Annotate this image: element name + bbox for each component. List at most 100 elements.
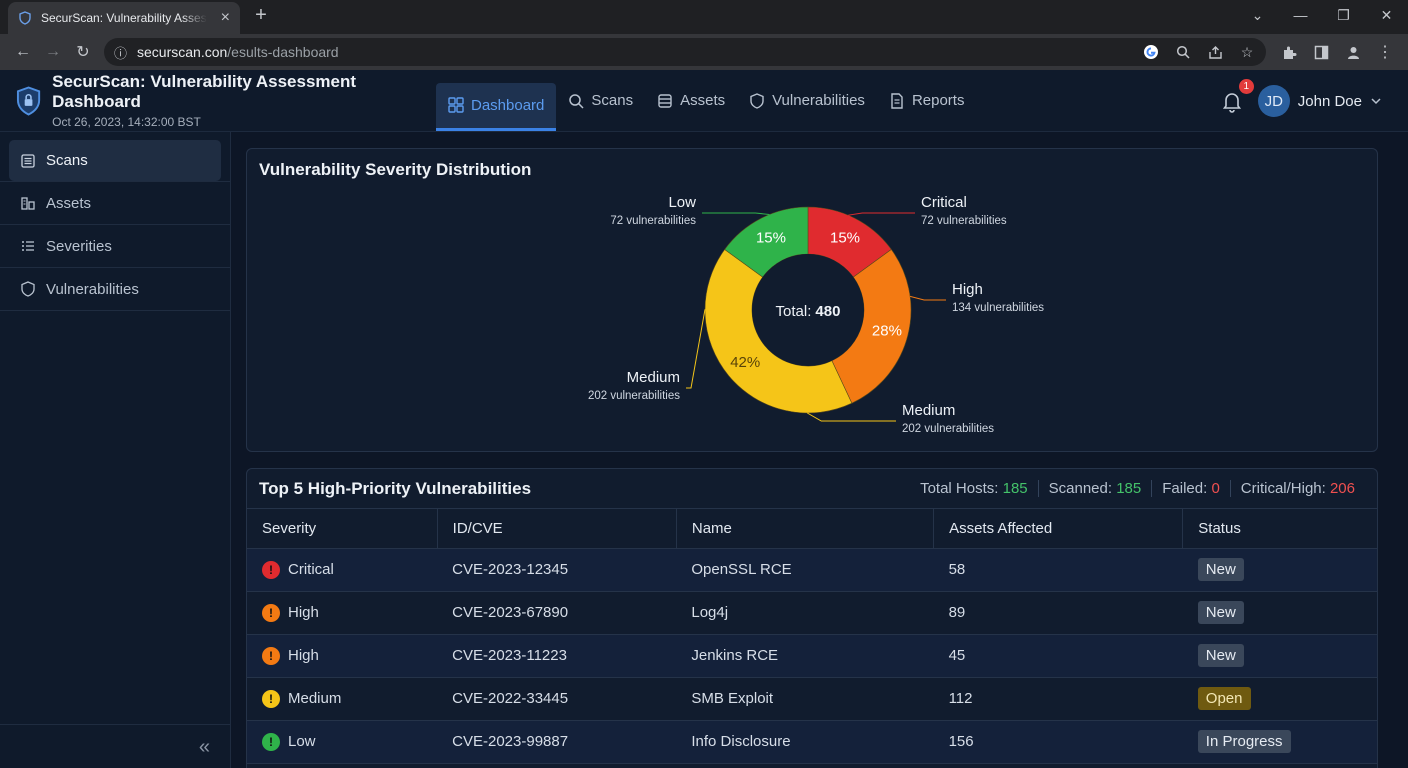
back-icon[interactable]: ← bbox=[15, 43, 31, 60]
stat-value: 185 bbox=[1002, 480, 1028, 497]
severity-label: High bbox=[288, 604, 319, 621]
status-cell: New bbox=[1182, 548, 1377, 592]
stat-value: 206 bbox=[1329, 480, 1355, 497]
window-close-icon[interactable]: ✕ bbox=[1380, 6, 1393, 23]
browser-tab[interactable]: SecurScan: Vulnerability Assessment Dash… bbox=[8, 2, 240, 34]
table-row[interactable]: ! Medium CVE-2022-33445 SMB Exploit 112 Open bbox=[247, 677, 1377, 721]
callout-count: 202 vulnerabilities bbox=[588, 390, 680, 402]
sidebar-item-scans[interactable]: Scans bbox=[9, 140, 221, 181]
notifications-button[interactable]: 1 bbox=[1220, 79, 1254, 113]
severity-cell: ! Medium bbox=[247, 677, 438, 721]
column-header[interactable]: Assets Affected bbox=[933, 509, 1184, 549]
window-controls: ⌄ — ❐ ✕ bbox=[1236, 0, 1408, 30]
close-icon[interactable]: × bbox=[220, 9, 230, 26]
nav-vulnerabilities[interactable]: Vulnerabilities bbox=[737, 70, 877, 132]
top-vulns-card: Top 5 High-Priority Vulnerabilities Tota… bbox=[246, 468, 1378, 768]
column-header[interactable]: Severity bbox=[247, 509, 438, 549]
nav-assets[interactable]: Assets bbox=[645, 70, 737, 132]
table-row[interactable]: ! Critical CVE-2023-12345 OpenSSL RCE 58 New bbox=[247, 548, 1377, 592]
status-badge: Open bbox=[1197, 687, 1251, 710]
nav-reports[interactable]: Reports bbox=[877, 70, 977, 132]
reload-icon[interactable]: ↻ bbox=[76, 44, 90, 61]
name-cell: SMB Exploit bbox=[676, 677, 934, 721]
shield-icon bbox=[750, 92, 764, 109]
sidebar: Scans Assets Severities Vulnerabilities … bbox=[0, 132, 231, 768]
tab-search-icon[interactable]: ⌄ bbox=[1251, 6, 1264, 23]
column-header[interactable]: ID/CVE bbox=[437, 509, 677, 549]
column-header[interactable]: Name bbox=[676, 509, 935, 549]
assets-affected-cell: 112 bbox=[933, 677, 1183, 721]
cve-id-cell: CVE-2023-12345 bbox=[437, 548, 677, 592]
menu-kebab-icon[interactable]: ⋮ bbox=[1377, 44, 1393, 61]
sidebar-item-severities[interactable]: Severities bbox=[0, 225, 230, 268]
grid-icon bbox=[448, 97, 464, 113]
search-icon bbox=[569, 93, 584, 109]
stat-label: Failed: bbox=[1162, 480, 1212, 497]
profile-icon[interactable] bbox=[1344, 43, 1362, 61]
maximize-icon[interactable]: ❐ bbox=[1337, 6, 1350, 23]
tab-title: SecurScan: Vulnerability Assessment Dash… bbox=[41, 11, 207, 25]
alert-icon: ! bbox=[262, 646, 280, 665]
browser-toolbar: ← → ↻ ⓘ securscan.con/esults-dashboard ☆ bbox=[0, 34, 1408, 70]
extensions-icon[interactable] bbox=[1280, 43, 1298, 61]
scan-stats: Total Hosts: 185 Scanned: 185 Failed: 0 Cri… bbox=[910, 480, 1365, 497]
chart-center-total: Total: 480 bbox=[776, 303, 841, 320]
sidebar-item-vulnerabilities[interactable]: Vulnerabilities bbox=[0, 268, 230, 311]
zoom-icon[interactable] bbox=[1174, 43, 1192, 61]
callout-leader-line bbox=[807, 412, 896, 422]
severity-label: Critical bbox=[288, 561, 334, 578]
table-title: Top 5 High-Priority Vulnerabilities bbox=[259, 478, 532, 498]
name-cell: OpenSSL RCE bbox=[676, 548, 934, 592]
table-row[interactable]: ! High CVE-2023-67890 Log4j 89 New bbox=[247, 591, 1377, 635]
app-header: SecurScan: Vulnerability Assessment Dash… bbox=[0, 70, 1408, 132]
table-row[interactable]: ! Low CVE-2023-99887 Info Disclosure 156 In P… bbox=[247, 720, 1377, 764]
new-tab-icon[interactable]: + bbox=[255, 4, 267, 26]
assets-affected-cell: 156 bbox=[933, 720, 1183, 764]
notification-badge: 1 bbox=[1238, 79, 1254, 94]
sidebar-item-label: Severities bbox=[46, 237, 112, 255]
table-row[interactable]: ! High CVE-2023-11223 Jenkins RCE 45 New bbox=[247, 634, 1377, 678]
severity-cell: ! High bbox=[247, 634, 438, 678]
google-icon[interactable] bbox=[1142, 43, 1160, 61]
shield-favicon-icon bbox=[18, 11, 32, 25]
status-badge: New bbox=[1197, 558, 1244, 581]
status-cell: New bbox=[1182, 634, 1377, 678]
severity-cell: ! Critical bbox=[247, 548, 438, 592]
callout-name: High bbox=[952, 281, 983, 298]
chevron-down-icon[interactable] bbox=[1370, 95, 1382, 107]
name-cell: Log4j bbox=[676, 591, 934, 635]
status-cell: New bbox=[1182, 591, 1377, 635]
callout-leader-line bbox=[686, 309, 706, 389]
side-panel-icon[interactable] bbox=[1312, 43, 1330, 61]
nav-dashboard[interactable]: Dashboard bbox=[436, 82, 557, 131]
user-name[interactable]: John Doe bbox=[1297, 92, 1362, 110]
alert-icon: ! bbox=[262, 732, 280, 751]
slice-percent-label: 42% bbox=[730, 354, 760, 371]
sidebar-item-label: Scans bbox=[46, 152, 88, 169]
severity-label: High bbox=[288, 647, 319, 664]
main-nav: Dashboard Scans Assets Vulnerabilities R… bbox=[436, 70, 976, 132]
sidebar-item-assets[interactable]: Assets bbox=[0, 182, 230, 225]
address-bar[interactable]: ⓘ securscan.con/esults-dashboard ☆ bbox=[104, 38, 1266, 66]
share-icon[interactable] bbox=[1206, 43, 1224, 61]
severity-label: Low bbox=[288, 733, 316, 750]
forward-icon[interactable]: → bbox=[45, 43, 61, 60]
collapse-sidebar-button[interactable]: « bbox=[0, 724, 230, 768]
site-info-icon[interactable]: ⓘ bbox=[114, 45, 128, 61]
severity-donut-chart: 15% 28% 42% 15% Total: 480 Critical 72 vulner… bbox=[588, 194, 1044, 435]
browser-tabbar: SecurScan: Vulnerability Assessment Dash… bbox=[0, 0, 1408, 34]
bookmark-star-icon[interactable]: ☆ bbox=[1240, 43, 1254, 60]
sidebar-item-label: Vulnerabilities bbox=[46, 280, 139, 298]
assets-affected-cell: 45 bbox=[933, 634, 1183, 678]
nav-label: Scans bbox=[591, 92, 634, 109]
nav-scans[interactable]: Scans bbox=[556, 70, 645, 132]
minimize-icon[interactable]: — bbox=[1293, 7, 1308, 23]
url-path: /esults-dashboard bbox=[227, 44, 339, 60]
avatar[interactable]: JD bbox=[1257, 85, 1290, 117]
stat-item: Scanned: 185 bbox=[1037, 480, 1152, 497]
column-header[interactable]: Status bbox=[1182, 509, 1377, 549]
stat-item: Total Hosts: 185 bbox=[910, 480, 1038, 497]
table-header-row: Severity ID/CVE Name Assets Affected Status bbox=[247, 509, 1377, 549]
double-chevron-left-icon: « bbox=[198, 736, 210, 758]
name-cell: Jenkins RCE bbox=[676, 634, 934, 678]
